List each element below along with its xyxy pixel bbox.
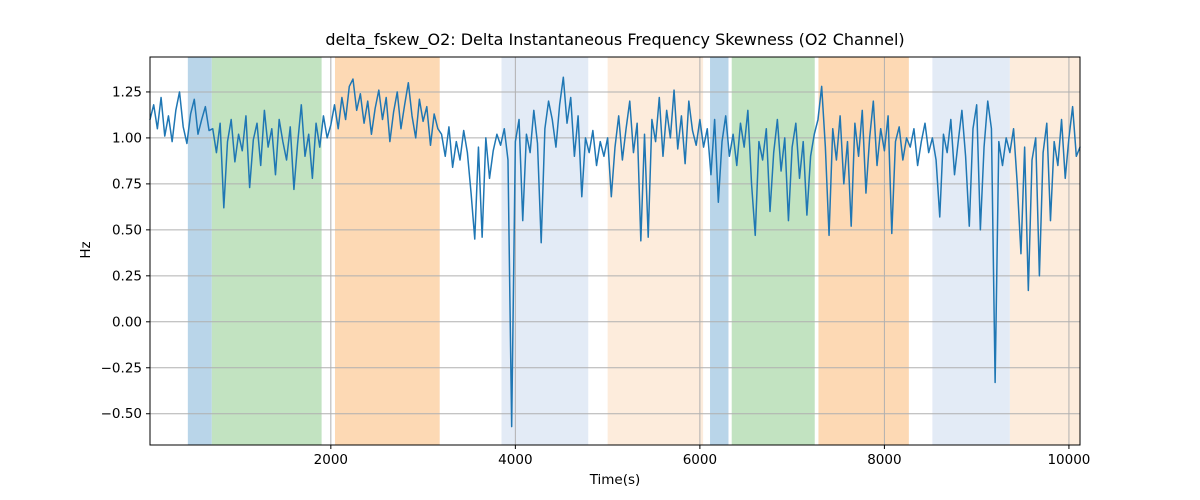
chart-title: delta_fskew_O2: Delta Instantaneous Freq… <box>325 30 905 49</box>
x-tick-label: 4000 <box>498 452 532 468</box>
band-orange-2 <box>818 57 909 445</box>
series-line-group <box>149 76 1081 428</box>
gridlines <box>150 57 1080 445</box>
band-blue-2 <box>710 57 729 445</box>
band-blue-1 <box>187 57 212 445</box>
y-tick-label: −0.25 <box>101 360 142 376</box>
y-tick-label: 1.25 <box>112 84 142 100</box>
y-axis-label: Hz <box>78 241 94 259</box>
series-line <box>149 76 1081 428</box>
tick-labels: 2000 4000 6000 8000 10000 −0.50 −0.25 0.00 0.25 0… <box>101 84 1091 468</box>
x-tick-label: 10000 <box>1047 452 1090 468</box>
band-green-1 <box>211 57 322 445</box>
axis-ticks <box>146 91 1070 449</box>
stage-bands <box>187 57 1080 445</box>
x-tick-label: 6000 <box>683 452 717 468</box>
plot-frame-group <box>149 56 1081 446</box>
y-tick-label: 0.50 <box>112 222 142 238</box>
plot-frame <box>149 56 1081 446</box>
band-lightblue-2 <box>932 57 1010 445</box>
y-tick-label: 0.75 <box>112 176 142 192</box>
x-axis-label: Time(s) <box>589 472 641 488</box>
x-tick-label: 8000 <box>867 452 901 468</box>
band-orange-1 <box>334 57 440 445</box>
y-tick-label: 0.00 <box>112 314 142 330</box>
y-tick-label: 0.25 <box>112 268 142 284</box>
x-tick-label: 2000 <box>314 452 348 468</box>
band-green-2 <box>731 57 815 445</box>
band-lightorange-1 <box>607 57 704 445</box>
band-lightblue-1 <box>501 57 589 445</box>
y-tick-label: −0.50 <box>101 406 142 422</box>
y-tick-label: 1.00 <box>112 130 142 146</box>
